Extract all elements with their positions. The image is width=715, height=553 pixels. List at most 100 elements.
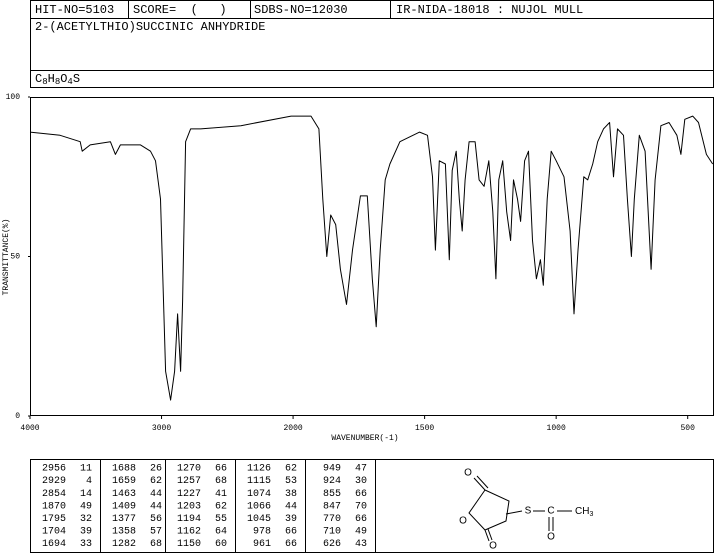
peak-wavenumber: 1409 bbox=[112, 501, 136, 512]
peak-wavenumber: 1227 bbox=[177, 489, 201, 500]
bond bbox=[484, 529, 490, 542]
atom-label: O bbox=[459, 516, 467, 527]
plot-frame bbox=[30, 97, 714, 416]
peak-transmittance: 33 bbox=[80, 539, 92, 550]
peak-transmittance: 62 bbox=[285, 464, 297, 475]
peak-transmittance: 38 bbox=[285, 489, 297, 500]
atom-subscript: 3 bbox=[589, 511, 593, 518]
formula: C8H8O4S bbox=[35, 72, 80, 87]
peak-wavenumber: 949 bbox=[323, 464, 341, 475]
peak-transmittance: 62 bbox=[150, 476, 162, 487]
x-tick-label: 1000 bbox=[547, 424, 566, 433]
peak-wavenumber: 1358 bbox=[112, 527, 136, 538]
ring bbox=[468, 489, 510, 531]
bond bbox=[505, 510, 523, 515]
y-axis-label: TRANSMITTANCE(%) bbox=[2, 219, 11, 296]
peak-transmittance: 64 bbox=[215, 527, 227, 538]
peak-wavenumber: 847 bbox=[323, 501, 341, 512]
peak-wavenumber: 1162 bbox=[177, 527, 201, 538]
peak-wavenumber: 1795 bbox=[42, 514, 66, 525]
peak-table: 2956 11 2929 4 2854 14 1870 49 1795 32 1704 39 1694 3… bbox=[42, 459, 367, 553]
peak-wavenumber: 1688 bbox=[112, 464, 136, 475]
formula-subscript: 8 bbox=[55, 77, 60, 87]
peak-transmittance: 44 bbox=[150, 501, 162, 512]
peak-transmittance: 39 bbox=[80, 527, 92, 538]
peak-transmittance: 66 bbox=[355, 489, 367, 500]
peak-wavenumber: 770 bbox=[323, 514, 341, 525]
spectrum-line bbox=[29, 115, 714, 401]
peak-wavenumber: 1074 bbox=[247, 489, 271, 500]
formula-part: O bbox=[60, 72, 67, 86]
x-tick-label: 500 bbox=[680, 424, 695, 433]
method: IR-NIDA-18018 : NUJOL MULL bbox=[396, 3, 583, 17]
peak-transmittance: 70 bbox=[355, 501, 367, 512]
y-tick-label: 0 bbox=[15, 412, 20, 421]
atom-label: CH bbox=[575, 506, 589, 517]
peak-wavenumber: 2854 bbox=[42, 489, 66, 500]
x-axis-label: WAVENUMBER(-1) bbox=[331, 434, 398, 443]
peak-transmittance: 32 bbox=[80, 514, 92, 525]
peak-wavenumber: 1257 bbox=[177, 476, 201, 487]
peak-transmittance: 4 bbox=[86, 476, 92, 487]
peak-wavenumber: 978 bbox=[253, 527, 271, 538]
peak-transmittance: 11 bbox=[80, 464, 92, 475]
atom-label: O bbox=[547, 532, 555, 543]
score: SCORE= ( ) bbox=[133, 3, 227, 17]
peak-wavenumber: 2956 bbox=[42, 464, 66, 475]
formula-subscript: 4 bbox=[67, 77, 72, 87]
peak-wavenumber: 1870 bbox=[42, 501, 66, 512]
y-tick-label: 50 bbox=[10, 253, 20, 262]
formula-part: S bbox=[73, 72, 80, 86]
peak-wavenumber: 1377 bbox=[112, 514, 136, 525]
peak-transmittance: 44 bbox=[285, 501, 297, 512]
atom-label: C bbox=[547, 506, 554, 517]
peak-transmittance: 43 bbox=[355, 539, 367, 550]
peak-wavenumber: 1150 bbox=[177, 539, 201, 550]
peak-wavenumber: 1045 bbox=[247, 514, 271, 525]
bond bbox=[476, 475, 489, 489]
peak-transmittance: 47 bbox=[355, 464, 367, 475]
peak-wavenumber: 1115 bbox=[247, 476, 271, 487]
peak-transmittance: 68 bbox=[215, 476, 227, 487]
peak-wavenumber: 1270 bbox=[177, 464, 201, 475]
peak-wavenumber: 1066 bbox=[247, 501, 271, 512]
peak-wavenumber: 855 bbox=[323, 489, 341, 500]
peak-wavenumber: 1694 bbox=[42, 539, 66, 550]
peak-transmittance: 44 bbox=[150, 489, 162, 500]
peak-transmittance: 53 bbox=[285, 476, 297, 487]
formula-part: C bbox=[35, 72, 42, 86]
peak-transmittance: 62 bbox=[215, 501, 227, 512]
peak-transmittance: 56 bbox=[150, 514, 162, 525]
peak-wavenumber: 1463 bbox=[112, 489, 136, 500]
peak-wavenumber: 1203 bbox=[177, 501, 201, 512]
atom-label: CH3 bbox=[575, 506, 593, 518]
peak-wavenumber: 1659 bbox=[112, 476, 136, 487]
peak-wavenumber: 2929 bbox=[42, 476, 66, 487]
peak-transmittance: 30 bbox=[355, 476, 367, 487]
peak-transmittance: 49 bbox=[355, 527, 367, 538]
header-box bbox=[30, 0, 714, 88]
structure-box bbox=[375, 459, 714, 553]
peak-wavenumber: 1126 bbox=[247, 464, 271, 475]
formula-part: H bbox=[48, 72, 55, 86]
peak-transmittance: 66 bbox=[215, 464, 227, 475]
atom-label: S bbox=[525, 506, 532, 517]
bond bbox=[473, 477, 486, 491]
peak-transmittance: 66 bbox=[285, 527, 297, 538]
sdbs-no: SDBS-NO=12030 bbox=[254, 3, 348, 17]
x-tick-label: 4000 bbox=[20, 424, 39, 433]
chart: 4000 3000 2000 1500 1000 500 0 50 100 bbox=[6, 93, 714, 433]
peak-wavenumber: 1194 bbox=[177, 514, 201, 525]
x-tick-label: 3000 bbox=[152, 424, 171, 433]
x-tick-label: 2000 bbox=[283, 424, 302, 433]
peak-wavenumber: 710 bbox=[323, 527, 341, 538]
peak-wavenumber: 1704 bbox=[42, 527, 66, 538]
hit-no: HIT-NO=5103 bbox=[35, 3, 114, 17]
x-tick-label: 1500 bbox=[415, 424, 434, 433]
peak-transmittance: 57 bbox=[150, 527, 162, 538]
peak-transmittance: 60 bbox=[215, 539, 227, 550]
peak-transmittance: 68 bbox=[150, 539, 162, 550]
formula-subscript: 8 bbox=[42, 77, 47, 87]
